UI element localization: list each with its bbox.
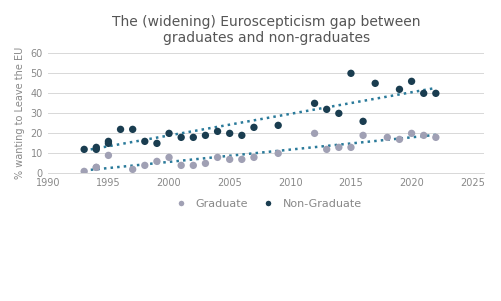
Point (238, 157, 246, 162)
Point (92, 165, 100, 170)
Point (250, 155, 258, 160)
Point (347, 145, 355, 150)
Point (335, 111, 343, 116)
Point (129, 127, 137, 132)
Point (311, 131, 319, 136)
Y-axis label: % wanting to Leave the EU: % wanting to Leave the EU (15, 47, 25, 179)
Point (80, 147, 88, 152)
Point (189, 135, 197, 140)
Legend: Graduate, Non-Graduate: Graduate, Non-Graduate (166, 194, 366, 213)
Point (274, 151, 282, 156)
Point (213, 129, 221, 134)
Point (141, 139, 149, 144)
Point (225, 131, 233, 136)
Point (395, 137, 403, 142)
Point (408, 79, 416, 84)
Point (92, 145, 100, 150)
Point (117, 127, 125, 132)
Point (104, 139, 112, 144)
Point (371, 81, 379, 86)
Point (408, 131, 416, 136)
Point (177, 163, 185, 168)
Point (165, 131, 173, 136)
Point (92, 147, 100, 152)
Point (213, 155, 221, 160)
Point (383, 135, 391, 140)
Point (250, 125, 258, 130)
Point (201, 133, 209, 138)
Point (201, 161, 209, 166)
Point (323, 147, 331, 152)
Point (311, 101, 319, 106)
Point (177, 135, 185, 140)
Point (274, 123, 282, 128)
Point (347, 71, 355, 76)
Point (432, 91, 440, 96)
Point (104, 153, 112, 158)
Point (420, 91, 428, 96)
Point (80, 169, 88, 174)
Point (359, 119, 367, 124)
Point (323, 107, 331, 112)
Point (225, 157, 233, 162)
Point (432, 135, 440, 140)
Point (129, 167, 137, 172)
Point (359, 133, 367, 138)
Point (92, 165, 100, 170)
Point (141, 163, 149, 168)
Point (238, 133, 246, 138)
Point (153, 159, 161, 164)
Point (165, 155, 173, 160)
Point (395, 87, 403, 92)
Point (104, 141, 112, 146)
Point (153, 141, 161, 146)
Title: The (widening) Euroscepticism gap between
graduates and non-graduates: The (widening) Euroscepticism gap betwee… (112, 15, 420, 45)
Point (189, 163, 197, 168)
Point (335, 145, 343, 150)
Point (420, 133, 428, 138)
